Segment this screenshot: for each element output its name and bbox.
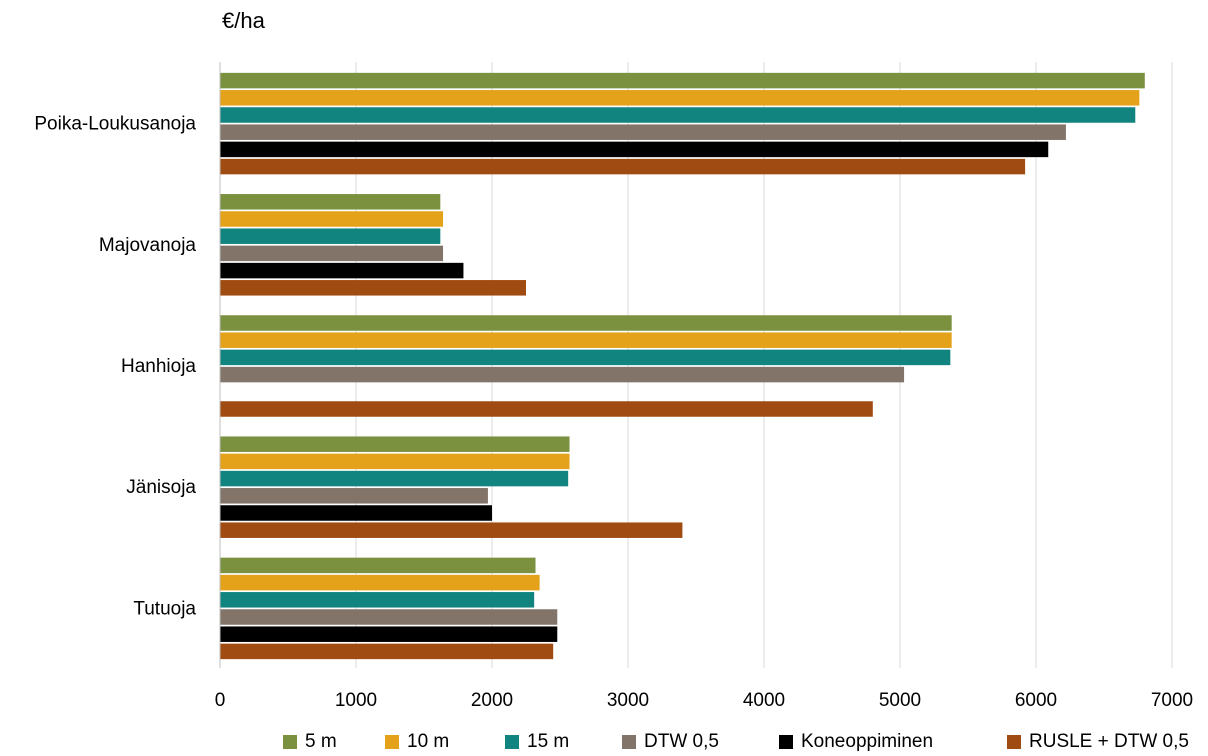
legend-swatch (385, 735, 399, 749)
x-tick-label: 1000 (335, 690, 377, 711)
bar (220, 592, 535, 608)
legend-item: Koneoppiminen (779, 731, 933, 753)
bar (220, 488, 488, 504)
axes: 0 1000 2000 3000 4000 5000 6000 7000 Poika-Louku… (34, 62, 1193, 711)
bar (220, 107, 1136, 123)
bar (220, 228, 441, 244)
bar (220, 401, 873, 417)
legend-item: DTW 0,5 (622, 731, 719, 753)
bar (220, 141, 1049, 158)
bar (220, 453, 570, 470)
legend-swatch (622, 735, 636, 749)
bar (220, 626, 558, 642)
legend-label: 15 m (527, 731, 570, 752)
bar (220, 436, 570, 452)
legend-label: 5 m (305, 731, 337, 752)
legend-swatch (505, 735, 519, 749)
category-label: Hanhioja (121, 356, 196, 377)
bar (220, 280, 526, 296)
legend-item: 15 m (505, 731, 569, 753)
category-label: Poika-Loukusanoja (34, 114, 196, 135)
x-tick-label: 4000 (743, 690, 785, 711)
bar (220, 643, 554, 660)
bar (220, 72, 1145, 89)
unit-label: €/ha (222, 8, 265, 33)
category-label: Jänisoja (126, 477, 196, 498)
bar (220, 574, 540, 591)
bars (220, 72, 1145, 660)
bar (220, 349, 951, 366)
bar (220, 90, 1140, 106)
legend-item: 10 m (385, 731, 449, 753)
bar (220, 158, 1026, 175)
legend-swatch (1007, 735, 1021, 749)
bar (220, 366, 905, 383)
bar (220, 262, 464, 279)
bar (220, 245, 444, 262)
legend-label: DTW 0,5 (644, 731, 719, 752)
legend-swatch (283, 735, 297, 749)
category-label: Majovanoja (99, 235, 197, 256)
bar (220, 124, 1066, 140)
x-tick-label: 7000 (1151, 690, 1193, 711)
x-tick-label: 0 (215, 690, 226, 711)
x-tick-label: 6000 (1015, 690, 1057, 711)
x-tick-label: 5000 (879, 690, 921, 711)
legend-swatch (779, 735, 793, 749)
bar (220, 609, 558, 625)
bar (220, 315, 952, 331)
bar (220, 505, 492, 521)
bar (220, 522, 683, 538)
legend: 5 m 10 m 15 m DTW 0,5 Koneoppiminen RUSLE + D… (0, 731, 1208, 756)
x-tick-label: 2000 (471, 690, 513, 711)
legend-item: RUSLE + DTW 0,5 (1007, 731, 1189, 753)
bar (220, 332, 952, 348)
bar (220, 557, 536, 574)
legend-label: Koneoppiminen (801, 731, 934, 752)
bar (220, 194, 441, 210)
bar (220, 211, 444, 227)
category-label: Tutuoja (133, 598, 196, 619)
legend-label: 10 m (407, 731, 450, 752)
legend-item: 5 m (283, 731, 337, 753)
bar-chart: 0 1000 2000 3000 4000 5000 6000 7000 Poika-Louku… (34, 62, 1193, 711)
x-tick-label: 3000 (607, 690, 649, 711)
bar (220, 470, 569, 487)
legend-label: RUSLE + DTW 0,5 (1029, 731, 1189, 752)
